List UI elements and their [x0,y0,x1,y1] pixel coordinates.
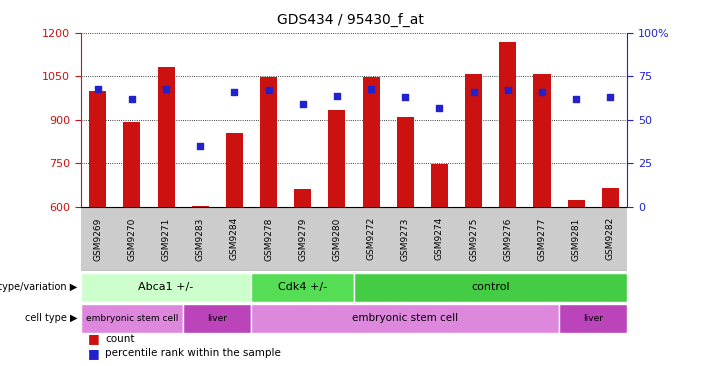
Bar [559,304,627,333]
Point [297,101,308,107]
Bar [191,206,209,207]
Bar [81,273,252,302]
Text: percentile rank within the sample: percentile rank within the sample [105,348,281,358]
Bar [397,117,414,207]
Bar [252,273,354,302]
Text: GSM9280: GSM9280 [332,217,341,261]
Bar [81,304,183,333]
Text: GSM9277: GSM9277 [538,217,547,261]
Point [468,89,479,95]
Text: GSM9281: GSM9281 [571,217,580,261]
Bar [431,164,448,207]
Text: GSM9270: GSM9270 [128,217,137,261]
Point [161,86,172,92]
Text: control: control [471,282,510,292]
Bar [123,122,140,207]
Bar [89,91,107,207]
Text: ■: ■ [88,332,100,345]
Text: GDS434 / 95430_f_at: GDS434 / 95430_f_at [277,13,424,27]
Text: GSM9271: GSM9271 [161,217,170,261]
Text: count: count [105,333,135,344]
Text: embryonic stem cell: embryonic stem cell [86,314,178,323]
Text: GSM9283: GSM9283 [196,217,205,261]
Point [195,143,206,149]
Text: GSM9279: GSM9279 [298,217,307,261]
Text: liver: liver [207,314,227,323]
Bar [568,199,585,207]
Bar [601,188,619,207]
Point [126,96,137,102]
Point [263,87,274,93]
Point [571,96,582,102]
Text: embryonic stem cell: embryonic stem cell [352,313,458,324]
Text: GSM9273: GSM9273 [401,217,410,261]
Text: GSM9269: GSM9269 [93,217,102,261]
Bar [354,273,627,302]
Bar [158,67,175,207]
Bar [328,110,346,207]
Point [502,87,513,93]
Bar [294,188,311,207]
Text: Cdk4 +/-: Cdk4 +/- [278,282,327,292]
Point [229,89,240,95]
Point [605,94,616,100]
Text: liver: liver [583,314,604,323]
Bar [465,74,482,207]
Bar [499,42,517,207]
Text: GSM9272: GSM9272 [367,217,376,261]
Bar [260,77,277,207]
Text: cell type ▶: cell type ▶ [25,313,77,324]
Bar [183,304,252,333]
Point [400,94,411,100]
Text: GSM9274: GSM9274 [435,217,444,261]
Bar [362,77,380,207]
Text: genotype/variation ▶: genotype/variation ▶ [0,282,77,292]
Text: GSM9278: GSM9278 [264,217,273,261]
Point [332,93,343,98]
Bar [226,133,243,207]
Bar [533,74,550,207]
Text: GSM9275: GSM9275 [469,217,478,261]
Bar [252,304,559,333]
Text: GSM9282: GSM9282 [606,217,615,261]
Point [92,86,103,92]
Point [536,89,547,95]
Text: Abca1 +/-: Abca1 +/- [138,282,193,292]
Point [365,86,376,92]
Text: GSM9276: GSM9276 [503,217,512,261]
Text: ■: ■ [88,347,100,360]
Text: GSM9284: GSM9284 [230,217,239,261]
Point [434,105,445,111]
